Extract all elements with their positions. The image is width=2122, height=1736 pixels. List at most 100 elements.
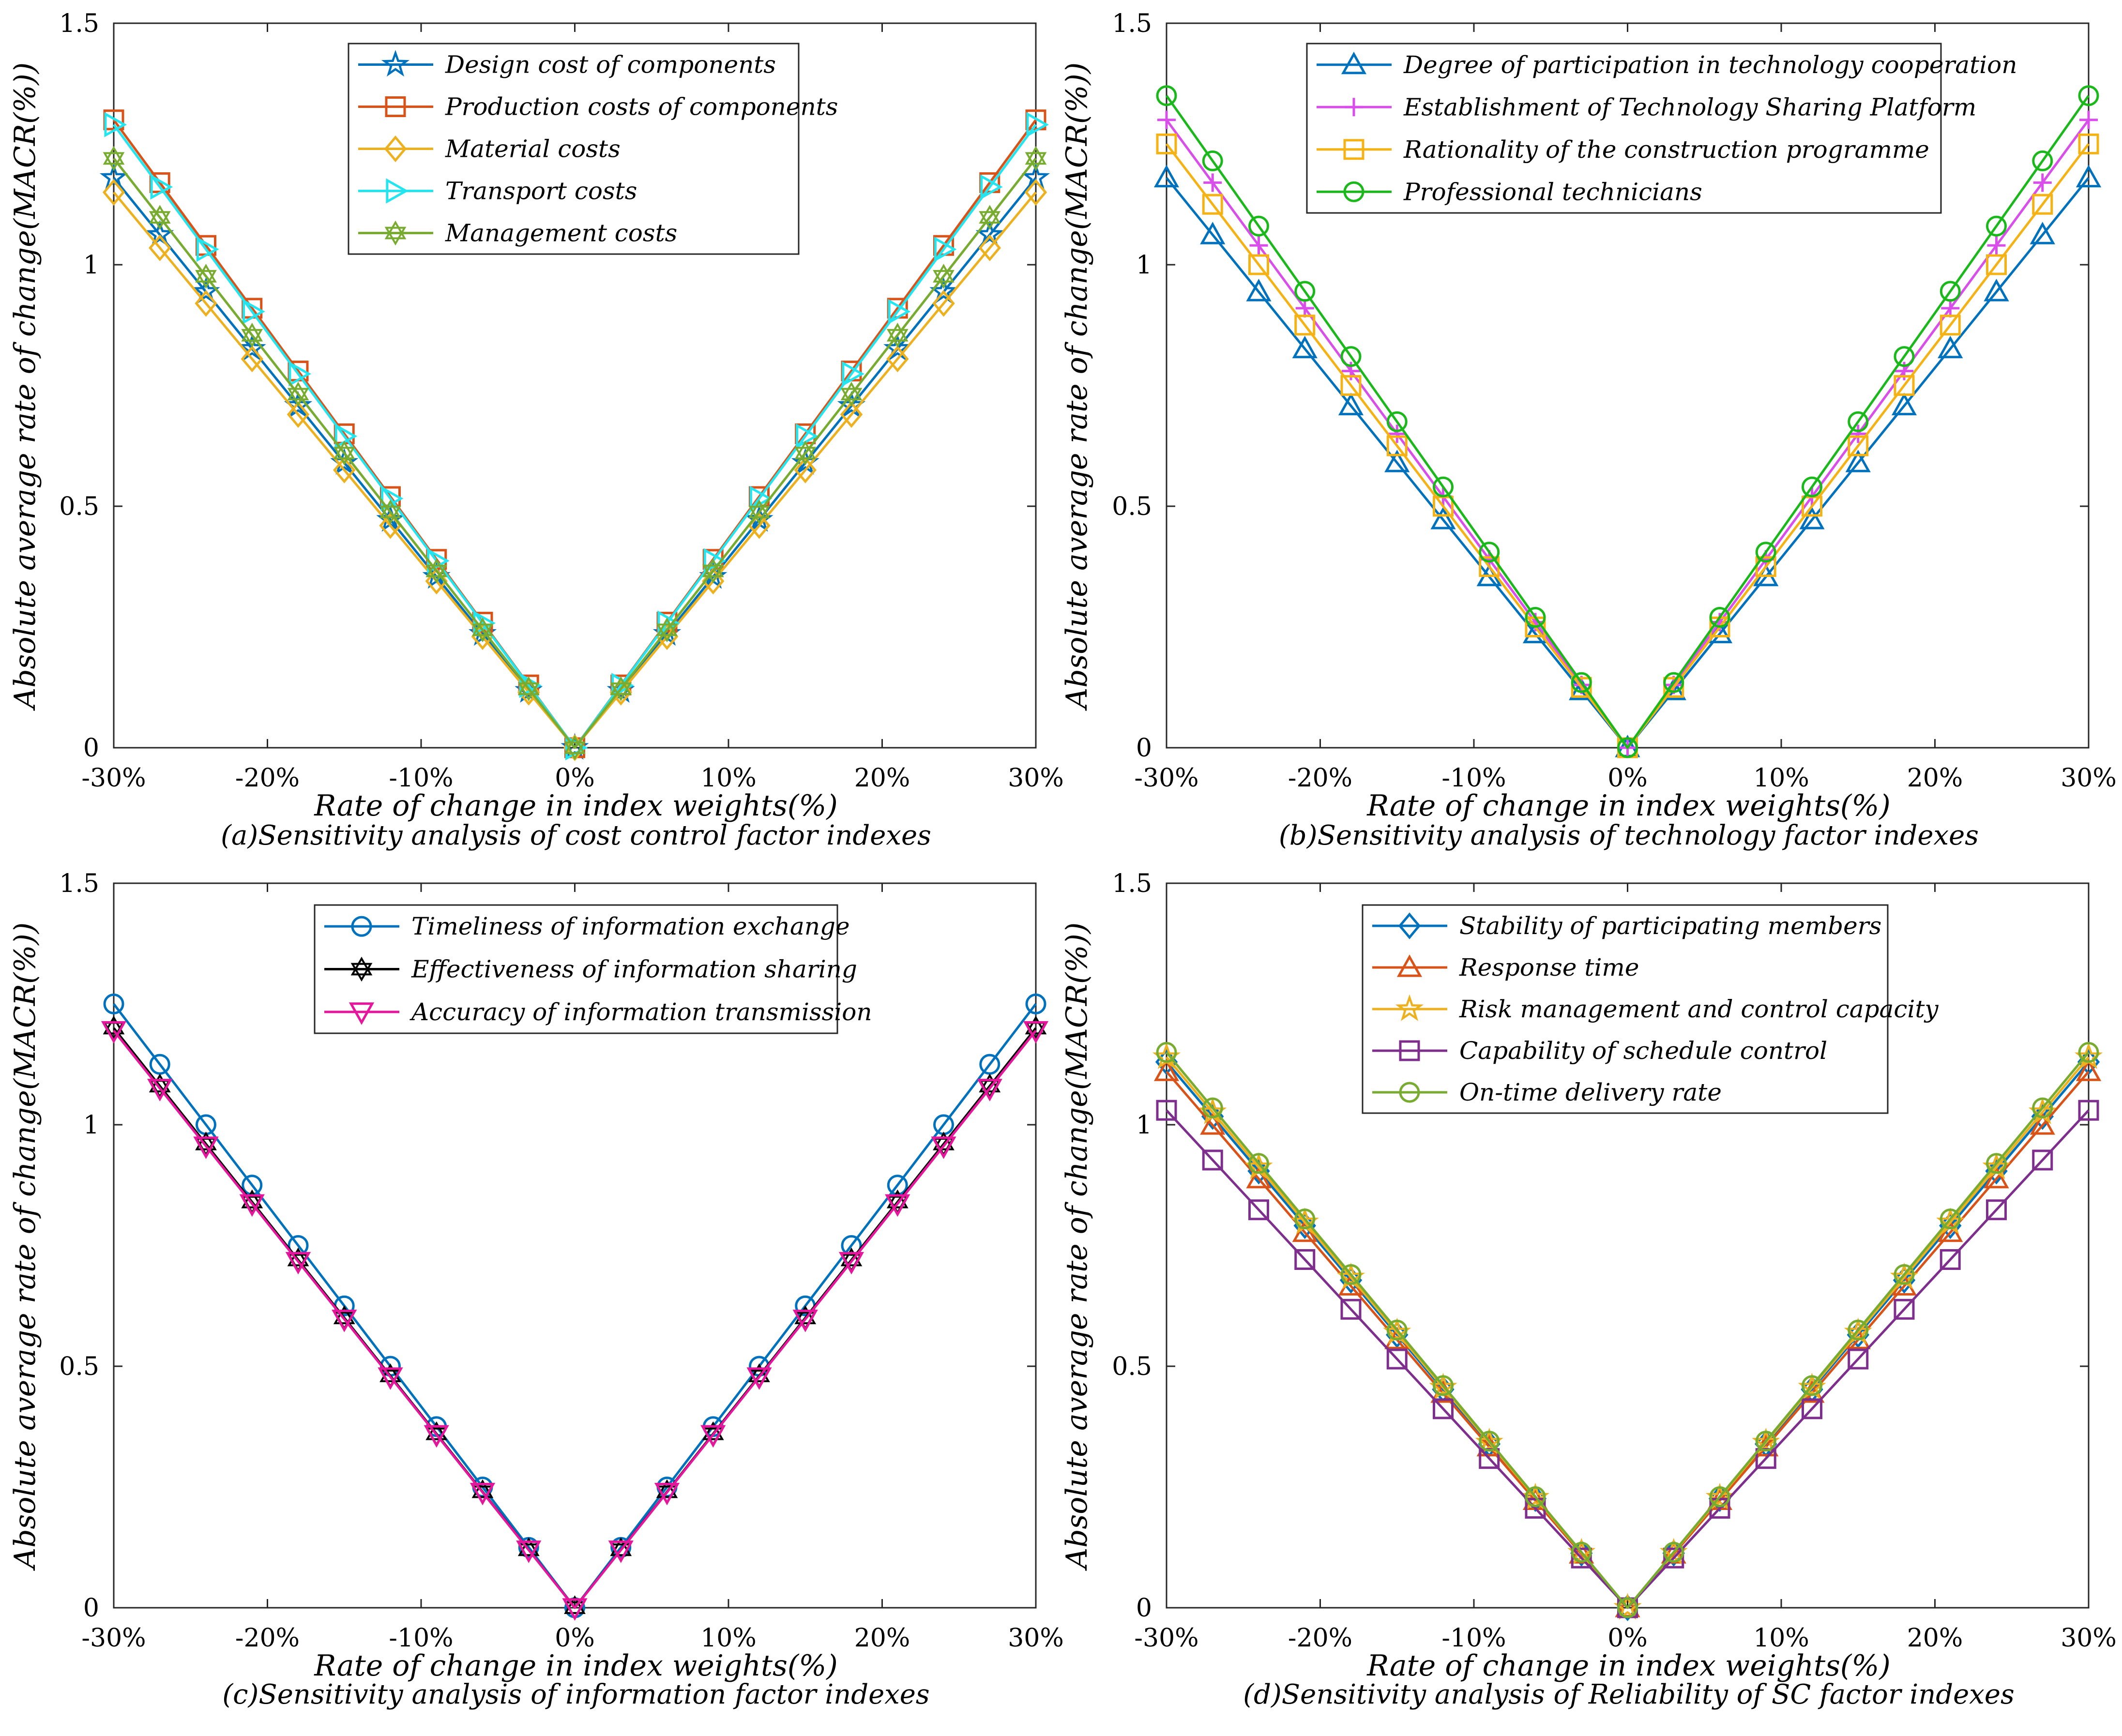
data-point (1755, 542, 1776, 563)
y-axis-label: Absolute average rate of change(MACR(%)) (1060, 922, 1094, 1571)
marker-triangle-a (1025, 1015, 1047, 1035)
legend-swatch-marker (1341, 51, 1367, 75)
legend-swatch-marker (384, 220, 407, 246)
data-point (1845, 450, 1871, 472)
series-capability-of-schedule-control (1156, 1100, 2099, 1618)
x-axis-label: Rate of change in index weights(%) (314, 1649, 837, 1683)
marker-triangle-b (241, 329, 263, 348)
legend: Degree of participation in technology co… (1306, 43, 2017, 214)
marker-triangle-a (610, 1537, 632, 1556)
marker-triangle-b (564, 741, 586, 760)
x-tick-label: 10% (700, 764, 757, 793)
marker-triangle-b (195, 270, 217, 289)
x-tick-label: 20% (1907, 1624, 1963, 1653)
data-point (1157, 110, 1176, 129)
legend-box (1362, 904, 1889, 1114)
data-point (1023, 1021, 1049, 1044)
marker-triangle-a (702, 558, 724, 577)
data-point (702, 558, 724, 584)
data-point (1663, 672, 1684, 693)
series-line (1165, 119, 2090, 749)
marker-triangle-b (794, 447, 817, 466)
marker-triangle-b (287, 388, 309, 407)
y-tick-label: 0.5 (59, 492, 99, 521)
data-point (1026, 112, 1049, 137)
x-axis-label: Rate of change in index weights(%) (1366, 789, 1890, 823)
data-point (794, 440, 817, 466)
x-tick-label: 20% (1907, 764, 1963, 793)
data-point (193, 1136, 219, 1159)
data-point (196, 236, 219, 262)
data-point (1799, 506, 1825, 529)
legend-swatch-marker (1395, 994, 1424, 1021)
data-point (1941, 299, 1960, 317)
series-line (113, 1029, 1037, 1609)
data-point (195, 263, 217, 289)
marker-triangle-b (979, 211, 1001, 230)
x-axis-label: Rate of change in index weights(%) (314, 789, 837, 823)
data-point (1156, 85, 1177, 106)
data-point (1386, 1348, 1408, 1370)
data-point (2078, 133, 2099, 154)
x-tick-label: 30% (1008, 1624, 1064, 1653)
legend-label: Establishment of Technology Sharing Plat… (1403, 93, 1976, 121)
data-point (1246, 1165, 1272, 1189)
legend-swatch-marker (386, 178, 409, 204)
data-point (146, 220, 174, 247)
data-point (2078, 85, 2099, 106)
legend-label: Material costs (445, 135, 621, 163)
legend-item: Response time (1372, 953, 1639, 981)
data-point (792, 1310, 818, 1332)
marker-triangle-a (384, 220, 407, 240)
marker-triangle-a (425, 1421, 448, 1440)
marker-triangle-a (103, 146, 125, 165)
data-point (746, 1367, 772, 1390)
data-point (1848, 1319, 1869, 1341)
x-tick-label: -10% (389, 764, 453, 793)
data-point (287, 381, 309, 407)
series-line (1166, 143, 2090, 749)
data-point (288, 361, 312, 387)
data-point (1984, 1165, 2009, 1189)
data-point (2030, 222, 2055, 244)
legend-label: On-time delivery rate (1459, 1078, 1722, 1106)
data-point (1986, 1199, 2007, 1221)
legend-swatch-marker (1396, 954, 1423, 977)
chart-panel-d: -30% -20% -10% 0% 10% 20% 30% 0 0.5 1 1.5 Rate of c… (1060, 869, 2117, 1710)
data-point (837, 391, 866, 418)
series-line (1166, 177, 2090, 749)
y-tick-label: 1.5 (1112, 9, 1152, 38)
series-on-time-delivery-rate (1156, 1042, 2099, 1618)
data-point (516, 1540, 542, 1563)
data-point (1986, 1153, 2007, 1174)
data-point (2032, 1097, 2053, 1118)
legend-swatch-marker (384, 135, 407, 163)
data-point (610, 676, 632, 702)
legend-item: Effectiveness of information sharing (324, 955, 857, 983)
marker-triangle-a (241, 322, 263, 342)
data-point (241, 346, 263, 373)
chart-panel-a: -30% -20% -10% 0% 10% 20% 30% 0 0.5 1 1.5 Rate of c… (8, 9, 1064, 851)
legend-item: Degree of participation in technology co… (1317, 51, 2017, 79)
marker-triangle-a (656, 1479, 678, 1498)
x-tick-label: 30% (2061, 1624, 2117, 1653)
data-point (2032, 150, 2053, 171)
data-point (1024, 179, 1047, 206)
data-point (564, 735, 586, 760)
data-point (838, 1252, 864, 1275)
y-tick-label: 1 (83, 1111, 99, 1140)
marker-triangle-a (748, 499, 770, 518)
data-point (1156, 133, 1177, 154)
x-tick-label: 0% (555, 764, 595, 793)
marker-triangle-b (656, 623, 678, 643)
marker-triangle-a (610, 676, 632, 695)
marker-triangle-a (333, 440, 355, 460)
series-timeliness-of-information-exchange (103, 993, 1046, 1618)
marker-triangle-b (886, 329, 909, 348)
x-tick-label: 20% (854, 1624, 910, 1653)
data-point (1849, 424, 1867, 443)
y-tick-label: 1.5 (59, 9, 99, 38)
legend-item: Capability of schedule control (1372, 1037, 1827, 1065)
data-point (1663, 1541, 1684, 1563)
